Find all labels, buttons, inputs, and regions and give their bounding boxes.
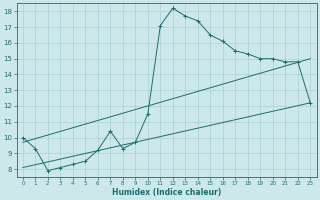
X-axis label: Humidex (Indice chaleur): Humidex (Indice chaleur): [112, 188, 221, 197]
